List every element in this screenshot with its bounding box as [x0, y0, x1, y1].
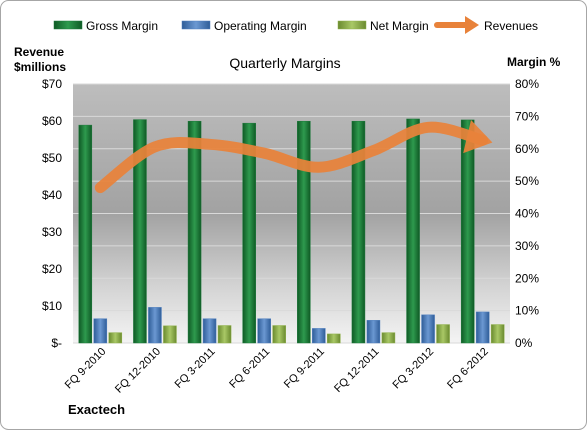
bar-gross-margin — [460, 119, 475, 344]
right-axis-ticks: 0% 10% 20% 30% 40% 50% 60% 70% 80% — [515, 77, 539, 350]
left-axis-ticks: $- $10 $20 $30 $40 $50 $60 $70 — [42, 77, 62, 350]
bar-net-margin — [327, 333, 341, 344]
left-tick-label: $30 — [42, 225, 62, 239]
bar-net-margin — [490, 324, 505, 344]
revenue-line-layer — [94, 120, 493, 194]
left-tick-label: $- — [51, 336, 62, 350]
bar-operating-margin — [475, 311, 490, 344]
bar-net-margin — [272, 325, 286, 344]
bar-gross-margin — [133, 119, 147, 344]
bar-operating-margin — [257, 318, 271, 344]
legend-label: Revenues — [484, 19, 538, 33]
left-tick-label: $10 — [42, 299, 62, 313]
right-tick-label: 0% — [515, 336, 533, 350]
bar-net-margin — [381, 332, 396, 344]
bar-operating-margin — [148, 307, 162, 344]
right-tick-label: 40% — [515, 207, 539, 221]
legend-swatch — [181, 20, 211, 30]
left-axis-title-line2: $millions — [14, 60, 66, 74]
bar-operating-margin — [421, 314, 435, 344]
bar-net-margin — [217, 325, 232, 344]
right-tick-label: 20% — [515, 271, 539, 285]
left-axis-title-line1: Revenue — [14, 45, 64, 59]
bar-gross-margin — [406, 118, 420, 344]
legend-label: Net Margin — [370, 19, 429, 33]
bar-net-margin — [436, 324, 450, 344]
legend-label: Operating Margin — [214, 19, 307, 33]
right-tick-label: 70% — [515, 109, 539, 123]
bar-gross-margin — [242, 122, 256, 344]
left-tick-label: $40 — [42, 188, 62, 202]
company-name: Exactech — [68, 402, 125, 417]
right-tick-label: 60% — [515, 142, 539, 156]
revenue-line — [94, 121, 489, 194]
legend-swatch — [53, 20, 83, 30]
left-tick-label: $60 — [42, 114, 62, 128]
right-axis-title: Margin % — [507, 55, 561, 69]
chart-title: Quarterly Margins — [229, 55, 340, 71]
bar-operating-margin — [202, 318, 217, 344]
bar-net-margin — [108, 332, 123, 344]
right-tick-label: 50% — [515, 174, 539, 188]
left-tick-label: $20 — [42, 262, 62, 276]
bar-net-margin — [163, 325, 177, 344]
bars — [78, 118, 505, 344]
bar-gross-margin — [351, 120, 366, 344]
bar-gross-margin — [297, 120, 311, 344]
legend-label: Gross Margin — [86, 19, 158, 33]
right-tick-label: 30% — [515, 239, 539, 253]
left-tick-label: $70 — [42, 77, 62, 91]
right-tick-label: 80% — [515, 77, 539, 91]
bar-operating-margin — [312, 328, 326, 344]
legend: Gross Margin Operating Margin Net Margin Re… — [53, 16, 538, 34]
left-tick-label: $50 — [42, 151, 62, 165]
bar-operating-margin — [93, 318, 108, 344]
bar-gross-margin — [78, 124, 93, 344]
right-tick-label: 10% — [515, 304, 539, 318]
bar-gross-margin — [187, 120, 202, 344]
bar-operating-margin — [366, 320, 381, 344]
legend-swatch — [337, 20, 367, 30]
legend-swatch-arrow — [465, 16, 479, 34]
revenue-line-arrowhead — [463, 120, 493, 154]
